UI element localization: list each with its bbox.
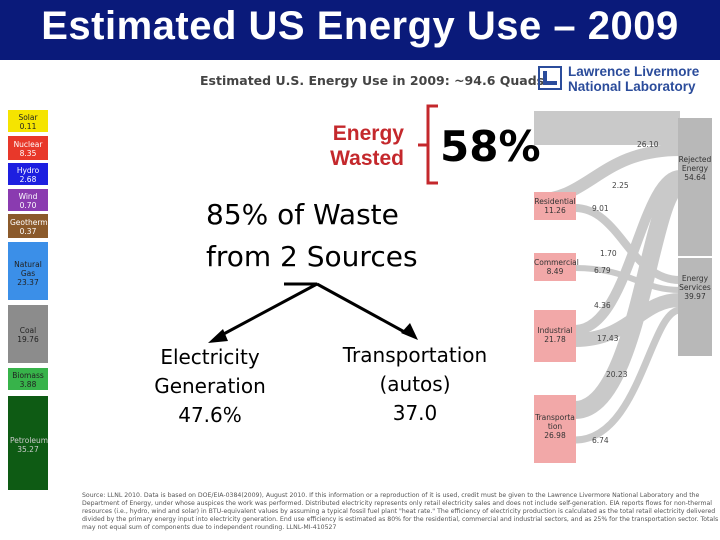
source-box-biomass [8,368,48,390]
flow-label-res-com: 2.25 [612,181,629,190]
source-label-geothermal: Geothermal 0.37 [10,218,55,236]
energy-wasted-label: Energy Wasted [330,122,404,170]
slide-title: Estimated US Energy Use – 2009 [41,4,679,48]
flow-label-ind-out: 17.43 [597,334,619,343]
sector-box-transportation [534,395,576,463]
energy-services-label: Energy Services 39.97 [679,274,711,301]
chart-subtitle: Estimated U.S. Energy Use in 2009: ~94.6… [200,73,545,88]
source-box-geothermal [8,214,48,238]
source-label-hydro: Hydro 2.68 [16,166,40,184]
arrow-head-left [208,329,228,343]
flow-residential-services [574,204,681,284]
waste-sources-heading: 85% of Waste from 2 Sources [206,198,418,273]
source-label-petroleum: Petroleum 35.27 [10,436,49,454]
llnl-logo-text: Lawrence Livermore National Laboratory [568,64,699,94]
chart-footnote: Source: LLNL 2010. Data is based on DOE/… [82,492,719,531]
rejected-energy-box [678,118,712,256]
source-label-solar: Solar 0.11 [18,113,38,131]
source-label-nuclear: Nuclear 8.35 [13,140,43,158]
energy-services-box [678,258,712,356]
red-bracket [418,104,438,185]
sector-label-residential: Residential 11.26 [534,197,576,215]
source-box-solar [8,110,48,132]
arrow-head-right [401,323,418,340]
source-label-wind: Wind 0.70 [18,192,38,210]
transportation-label: Transportation (autos) 37.0 [342,343,488,425]
sector-box-commercial [534,253,576,281]
source-box-coal [8,305,48,363]
flow-label-com-res: 1.70 [600,249,617,258]
sector-label-transportation: Transportation 26.98 [535,413,575,440]
source-label-natural-gas: Natural Gas 23.37 [14,260,42,287]
source-label-biomass: Biomass 3.88 [12,371,44,389]
sector-label-industrial: Industrial 21.78 [537,326,573,344]
source-box-hydro [8,163,48,185]
flow-label-trans-out: 6.74 [592,436,609,445]
flow-label-res-out: 9.01 [592,204,609,213]
sector-box-industrial [534,310,576,362]
sector-label-commercial: Commercial 8.49 [534,258,579,276]
logo-line-2: National Laboratory [568,79,696,94]
flow-label-com-out: 6.79 [594,266,611,275]
llnl-logo: Lawrence Livermore National Laboratory [538,64,718,96]
logo-line-1: Lawrence Livermore [568,64,700,79]
branch-lines [217,282,411,339]
source-box-wind [8,189,48,211]
flow-label-trans-rejected: 20.23 [606,370,628,379]
flow-label-ind-com: 4.36 [594,301,611,310]
source-box-nuclear [8,136,48,160]
flow-commercial-services [574,265,681,293]
source-label-coal: Coal 19.76 [17,326,39,344]
llnl-logo-mark [538,66,562,90]
annotation-panel [62,94,534,490]
sector-box-residential [534,192,576,220]
electricity-generation-label: Electricity Generation 47.6% [154,345,266,427]
flow-label-top-rejected: 26.10 [637,140,659,149]
rejected-energy-label: Rejected Energy 54.64 [678,155,712,182]
waste-percentage: 58% [440,122,541,171]
flow-transport-rejected [573,176,684,419]
flow-transport-services [574,306,681,444]
source-box-petroleum [8,396,48,490]
title-bar [0,0,720,60]
flow-industrial-rejected [574,170,682,335]
source-box-natural-gas [8,242,48,300]
